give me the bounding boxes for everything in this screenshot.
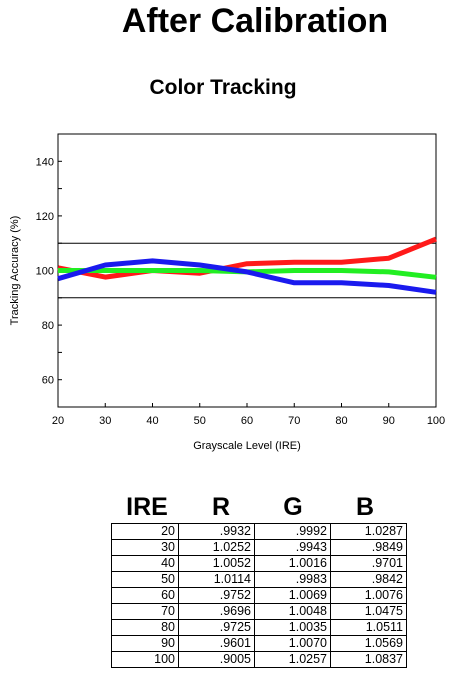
y-tick-label: 120 xyxy=(36,211,54,223)
table-cell-g: .9983 xyxy=(254,571,331,588)
x-tick-label: 80 xyxy=(335,415,347,427)
table-cell-g: .9992 xyxy=(254,523,331,540)
table-row: 70.9696 1.0048 1.0475 xyxy=(111,603,407,620)
x-tick-label: 40 xyxy=(146,415,158,427)
table-cell-g: .9943 xyxy=(254,539,331,556)
table-cell-r: 1.0252 xyxy=(178,539,255,556)
table-cell-r: .9005 xyxy=(178,651,255,668)
table-cell-b: 1.0076 xyxy=(330,587,407,604)
x-tick-label: 30 xyxy=(99,415,111,427)
table-cell-ire: 40 xyxy=(111,555,179,572)
table-cell-b: .9701 xyxy=(330,555,407,572)
table-cell-g: 1.0070 xyxy=(254,635,331,652)
table-cell-g: 1.0048 xyxy=(254,603,331,620)
table-cell-ire: 20 xyxy=(111,523,179,540)
page-title: After Calibration xyxy=(121,2,389,40)
color-tracking-chart: 60 80 100 120 140 20 30 40 50 60 70 80 90 100 Grayscal… xyxy=(9,133,445,452)
table-cell-b: 1.0569 xyxy=(330,635,407,652)
table-header-g: G xyxy=(283,493,303,521)
table-cell-r: .9696 xyxy=(178,603,255,620)
x-tick-label: 60 xyxy=(241,415,253,427)
table-cell-g: 1.0069 xyxy=(254,587,331,604)
calibration-table: 20.9932.9992 1.0287 30 1.0252.9943.9849 40 1.… xyxy=(111,523,407,668)
table-cell-ire: 70 xyxy=(111,603,179,620)
table-cell-b: .9849 xyxy=(330,539,407,556)
x-axis-label: Grayscale Level (IRE) xyxy=(193,440,301,452)
table-header-r: R xyxy=(211,493,231,521)
table-row: 30 1.0252.9943.9849 xyxy=(111,539,407,556)
table-row: 90.9601 1.0070 1.0569 xyxy=(111,635,407,652)
table-cell-ire: 60 xyxy=(111,587,179,604)
table-cell-r: 1.0114 xyxy=(178,571,255,588)
table-cell-ire: 30 xyxy=(111,539,179,556)
x-tick-label: 70 xyxy=(288,415,300,427)
table-row: 50 1.0114.9983.9842 xyxy=(111,571,407,588)
x-tick-label: 20 xyxy=(52,415,64,427)
y-tick-label: 80 xyxy=(42,320,54,332)
table-cell-r: .9601 xyxy=(178,635,255,652)
table-row: 40 1.0052 1.0016.9701 xyxy=(111,555,407,572)
table-cell-r: .9932 xyxy=(178,523,255,540)
table-row: 80.9725 1.0035 1.0511 xyxy=(111,619,407,636)
table-header-b: B xyxy=(355,493,375,521)
table-cell-ire: 100 xyxy=(111,651,179,668)
y-tick-label: 100 xyxy=(36,266,54,278)
table-cell-b: .9842 xyxy=(330,571,407,588)
table-cell-r: .9752 xyxy=(178,587,255,604)
y-axis-label: Tracking Accuracy (%) xyxy=(9,216,21,326)
table-cell-ire: 50 xyxy=(111,571,179,588)
x-tick-label: 90 xyxy=(383,415,395,427)
y-tick-label: 60 xyxy=(42,375,54,387)
table-cell-b: 1.0511 xyxy=(330,619,407,636)
table-cell-r: 1.0052 xyxy=(178,555,255,572)
table-cell-g: 1.0257 xyxy=(254,651,331,668)
table-cell-ire: 90 xyxy=(111,635,179,652)
table-header-ire: IRE xyxy=(126,493,168,521)
table-row: 20.9932.9992 1.0287 xyxy=(111,523,407,540)
x-tick-label: 100 xyxy=(427,415,445,427)
chart-title: Color Tracking xyxy=(149,76,297,99)
table-row: 60.9752 1.0069 1.0076 xyxy=(111,587,407,604)
y-tick-label: 140 xyxy=(36,156,54,168)
table-cell-b: 1.0837 xyxy=(330,651,407,668)
table-cell-ire: 80 xyxy=(111,619,179,636)
table-cell-b: 1.0475 xyxy=(330,603,407,620)
table-cell-b: 1.0287 xyxy=(330,523,407,540)
table-cell-g: 1.0035 xyxy=(254,619,331,636)
table-cell-r: .9725 xyxy=(178,619,255,636)
series-line-blue xyxy=(57,258,437,295)
table-row: 100.9005 1.0257 1.0837 xyxy=(111,651,407,668)
series-line-red xyxy=(57,236,437,280)
table-cell-g: 1.0016 xyxy=(254,555,331,572)
x-tick-label: 50 xyxy=(194,415,206,427)
